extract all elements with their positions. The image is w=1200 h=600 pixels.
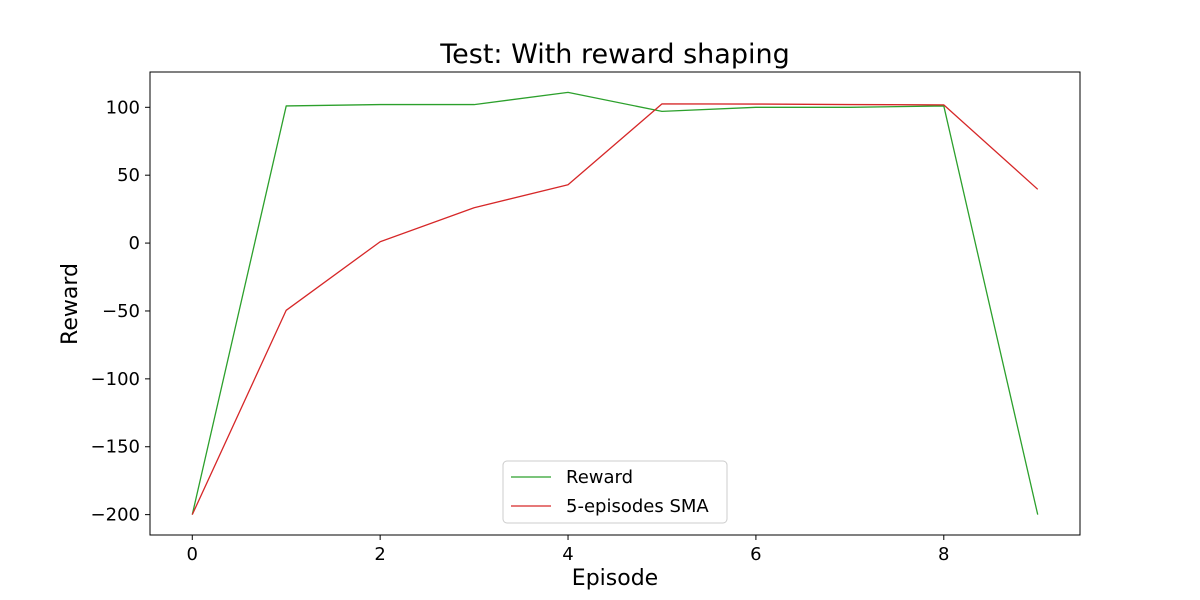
chart-title: Test: With reward shaping [439,39,789,70]
x-tick-label: 0 [187,544,198,565]
x-axis: 0 2 4 6 8 [187,535,950,565]
y-tick-label: −150 [91,437,140,458]
y-tick-label: −50 [102,301,140,322]
x-tick-label: 2 [374,544,385,565]
legend: Reward 5-episodes SMA [502,460,728,524]
series-line-1 [191,103,1039,515]
y-tick-label: −100 [91,369,140,390]
y-tick-label: 0 [129,233,140,254]
legend-label-0: Reward [566,467,633,488]
x-tick-label: 4 [562,544,573,565]
x-tick-label: 8 [938,544,949,565]
x-tick-label: 6 [750,544,761,565]
y-axis: −200 −150 −100 −50 0 50 100 [91,97,150,526]
legend-box [502,460,728,524]
series-line-0 [191,91,1039,515]
legend-label-1: 5-episodes SMA [566,496,709,517]
y-tick-label: 100 [106,97,140,118]
plot-frame [149,71,1081,536]
plot-area [149,71,1081,536]
y-tick-label: 50 [117,165,140,186]
y-tick-label: −200 [91,505,140,526]
series-layer [191,91,1039,515]
y-axis-label: Reward [58,263,83,345]
x-axis-label: Episode [572,566,658,591]
